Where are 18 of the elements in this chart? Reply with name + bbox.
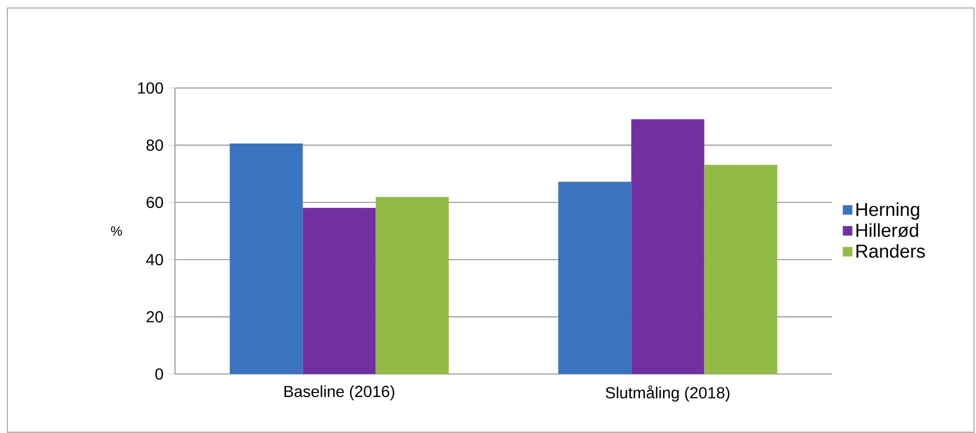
legend-label: Randers bbox=[856, 244, 925, 258]
x-tick-label: Slutmåling (2018) bbox=[606, 385, 730, 402]
legend-label: Herning bbox=[856, 202, 920, 220]
bar bbox=[230, 143, 303, 374]
y-tick-label: 20 bbox=[146, 311, 163, 322]
y-tick-label: 0 bbox=[155, 368, 164, 380]
y-tick-label: 100 bbox=[138, 82, 163, 94]
y-tick-label: 60 bbox=[146, 196, 163, 208]
bar bbox=[558, 182, 632, 374]
y-axis-title: % bbox=[111, 226, 122, 236]
y-tick-label: 40 bbox=[146, 254, 163, 266]
bar bbox=[302, 208, 376, 374]
bar bbox=[631, 119, 704, 374]
legend-label: Hillerød bbox=[856, 223, 918, 238]
x-tick-label: Baseline (2016) bbox=[284, 385, 394, 400]
y-tick-label: 80 bbox=[146, 140, 163, 151]
bar bbox=[704, 164, 778, 374]
bar bbox=[376, 196, 449, 374]
